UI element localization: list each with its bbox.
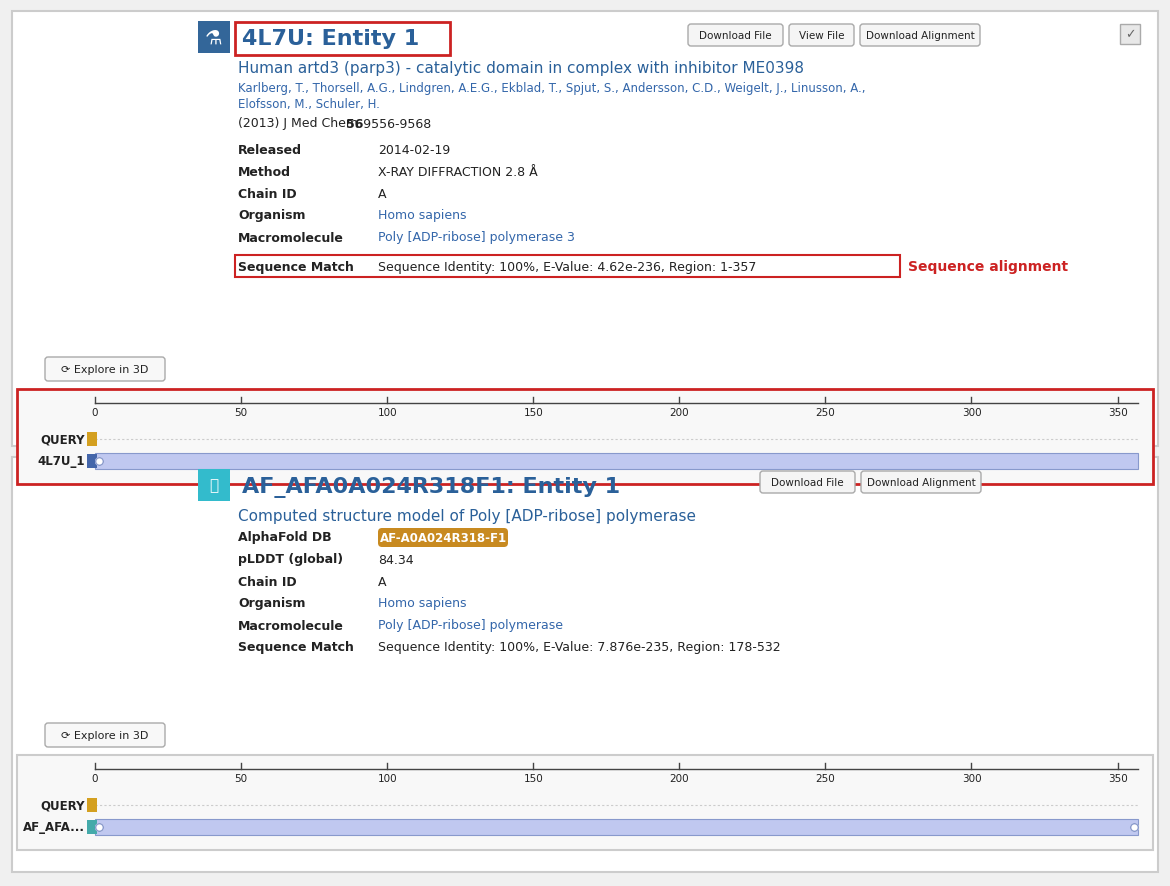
Text: 150: 150 <box>523 408 543 417</box>
Text: Download File: Download File <box>771 478 844 487</box>
Text: ⟳ Explore in 3D: ⟳ Explore in 3D <box>61 730 149 740</box>
Text: 4L7U_1: 4L7U_1 <box>37 455 85 468</box>
Bar <box>12 12 1158 447</box>
Bar <box>235 23 450 56</box>
Text: AF_AFA0A024R318F1: Entity 1: AF_AFA0A024R318F1: Entity 1 <box>242 477 620 498</box>
Text: Human artd3 (parp3) - catalytic domain in complex with inhibitor ME0398: Human artd3 (parp3) - catalytic domain i… <box>238 60 804 75</box>
Text: ✓: ✓ <box>1124 28 1135 42</box>
Text: Released: Released <box>238 144 302 156</box>
Text: A: A <box>378 187 386 200</box>
Text: Chain ID: Chain ID <box>238 187 297 200</box>
Text: : 9556-9568: : 9556-9568 <box>355 117 432 130</box>
Bar <box>87 432 97 447</box>
Text: ⚗: ⚗ <box>205 28 222 48</box>
Text: Poly [ADP-ribose] polymerase: Poly [ADP-ribose] polymerase <box>378 618 563 632</box>
Bar <box>18 755 1152 850</box>
Text: 300: 300 <box>962 408 982 417</box>
Text: 50: 50 <box>234 408 248 417</box>
FancyBboxPatch shape <box>860 25 980 47</box>
FancyBboxPatch shape <box>44 723 165 747</box>
Text: X-RAY DIFFRACTION 2.8 Å: X-RAY DIFFRACTION 2.8 Å <box>378 166 538 178</box>
Text: 250: 250 <box>815 408 835 417</box>
Text: Sequence Identity: 100%, E-Value: 7.876e-235, Region: 178-532: Sequence Identity: 100%, E-Value: 7.876e… <box>378 641 780 654</box>
Text: AF_AFA...: AF_AFA... <box>23 820 85 834</box>
Text: Download File: Download File <box>700 31 772 41</box>
Text: Organism: Organism <box>238 597 305 610</box>
Text: 50: 50 <box>234 773 248 783</box>
FancyBboxPatch shape <box>378 528 508 548</box>
Text: Sequence Match: Sequence Match <box>238 641 353 654</box>
FancyBboxPatch shape <box>44 358 165 382</box>
Bar <box>87 798 97 812</box>
Text: 84.34: 84.34 <box>378 553 414 566</box>
Text: 2014-02-19: 2014-02-19 <box>378 144 450 156</box>
Text: 0: 0 <box>91 408 98 417</box>
Text: Organism: Organism <box>238 209 305 222</box>
Text: 4L7U: Entity 1: 4L7U: Entity 1 <box>242 29 419 49</box>
Text: ⟳ Explore in 3D: ⟳ Explore in 3D <box>61 364 149 375</box>
Text: 0: 0 <box>91 773 98 783</box>
Text: 150: 150 <box>523 773 543 783</box>
Bar <box>18 390 1152 485</box>
Bar <box>95 819 1138 835</box>
Text: Method: Method <box>238 166 291 178</box>
Text: View File: View File <box>799 31 845 41</box>
Text: 🖥: 🖥 <box>209 478 219 493</box>
Text: QUERY: QUERY <box>41 433 85 446</box>
Bar <box>87 455 97 469</box>
Text: Sequence Match: Sequence Match <box>238 260 353 273</box>
Bar <box>235 256 900 277</box>
Bar <box>95 454 1138 470</box>
Text: AF-A0A024R318-F1: AF-A0A024R318-F1 <box>379 532 507 545</box>
Bar <box>198 22 230 54</box>
Text: Homo sapiens: Homo sapiens <box>378 597 467 610</box>
Text: 200: 200 <box>669 408 689 417</box>
Text: 350: 350 <box>1108 773 1128 783</box>
Text: Karlberg, T., Thorsell, A.G., Lindgren, A.E.G., Ekblad, T., Spjut, S., Andersson: Karlberg, T., Thorsell, A.G., Lindgren, … <box>238 82 866 95</box>
Text: pLDDT (global): pLDDT (global) <box>238 553 343 566</box>
Bar <box>198 470 230 501</box>
Text: Elofsson, M., Schuler, H.: Elofsson, M., Schuler, H. <box>238 97 380 111</box>
Text: A: A <box>378 575 386 587</box>
Text: Chain ID: Chain ID <box>238 575 297 587</box>
Text: 200: 200 <box>669 773 689 783</box>
Text: Computed structure model of Poly [ADP-ribose] polymerase: Computed structure model of Poly [ADP-ri… <box>238 508 696 523</box>
FancyBboxPatch shape <box>861 471 980 494</box>
FancyBboxPatch shape <box>760 471 855 494</box>
Text: Macromolecule: Macromolecule <box>238 231 344 245</box>
Text: Download Alignment: Download Alignment <box>866 31 975 41</box>
FancyBboxPatch shape <box>688 25 783 47</box>
Text: QUERY: QUERY <box>41 798 85 812</box>
Text: Homo sapiens: Homo sapiens <box>378 209 467 222</box>
Bar <box>87 820 97 834</box>
Text: 250: 250 <box>815 773 835 783</box>
Bar <box>12 457 1158 872</box>
Text: 100: 100 <box>378 408 397 417</box>
Text: (2013) J Med Chem: (2013) J Med Chem <box>238 117 362 130</box>
Text: AlphaFold DB: AlphaFold DB <box>238 531 331 544</box>
Bar <box>1120 25 1140 45</box>
FancyBboxPatch shape <box>789 25 854 47</box>
Text: 350: 350 <box>1108 408 1128 417</box>
Text: 56: 56 <box>346 117 364 130</box>
Text: Download Alignment: Download Alignment <box>867 478 976 487</box>
Text: Poly [ADP-ribose] polymerase 3: Poly [ADP-ribose] polymerase 3 <box>378 231 574 245</box>
Text: Sequence Identity: 100%, E-Value: 4.62e-236, Region: 1-357: Sequence Identity: 100%, E-Value: 4.62e-… <box>378 260 756 273</box>
Text: 300: 300 <box>962 773 982 783</box>
Text: Sequence alignment: Sequence alignment <box>908 260 1068 274</box>
Text: 100: 100 <box>378 773 397 783</box>
Text: Macromolecule: Macromolecule <box>238 618 344 632</box>
